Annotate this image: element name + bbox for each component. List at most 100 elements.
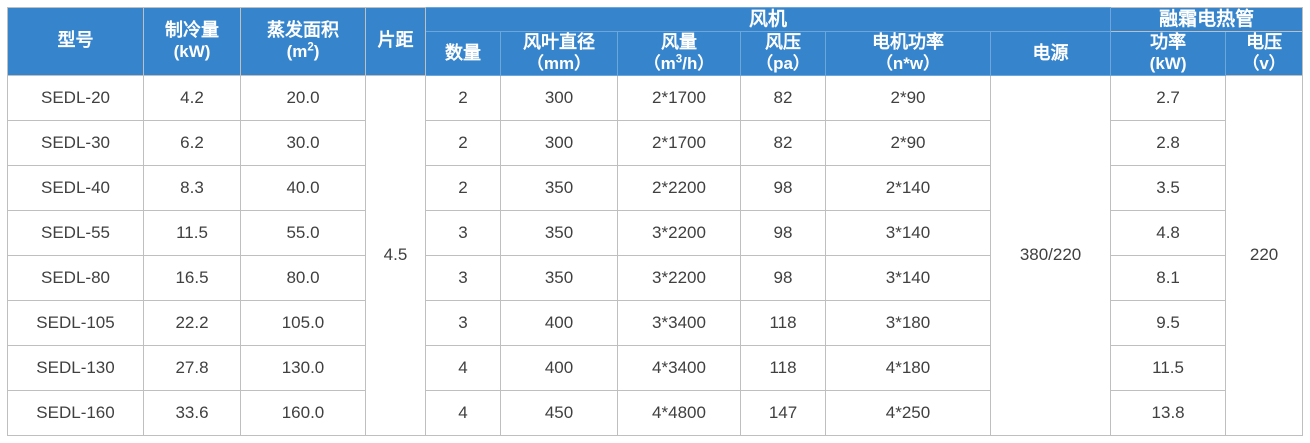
cell-fan-volume: 2*2200 xyxy=(617,164,741,211)
header-power-supply: 电源 xyxy=(989,31,1112,76)
cell-fan-qty: 2 xyxy=(425,164,501,211)
cell-capacity: 11.5 xyxy=(143,209,241,256)
header-fan-volume-label: 风量 xyxy=(661,32,697,53)
header-defrost-power-label: 功率 xyxy=(1150,32,1187,53)
cell-fan-volume: 4*3400 xyxy=(617,344,741,391)
cell-fan-diameter: 350 xyxy=(500,164,618,211)
cell-motor-power: 4*180 xyxy=(825,344,991,391)
cell-fan-volume: 2*1700 xyxy=(617,74,741,121)
header-motor-power: 电机功率 （n*w） xyxy=(825,31,991,76)
header-group-defrost-label: 融霜电热管 xyxy=(1159,9,1255,30)
header-area: 蒸发面积 (m2) xyxy=(240,7,366,76)
cell-defrost-power: 9.5 xyxy=(1110,299,1227,346)
specification-table: 型号 制冷量 (kW) 蒸发面积 (m2) 片距 风机 融霜电热管 数量 风叶直… xyxy=(7,6,1304,437)
cell-motor-power: 3*180 xyxy=(825,299,991,346)
cell-area: 130.0 xyxy=(240,344,366,391)
header-model-label: 型号 xyxy=(57,30,94,51)
cell-capacity: 8.3 xyxy=(143,164,241,211)
cell-defrost-power: 8.1 xyxy=(1110,254,1227,301)
cell-capacity: 22.2 xyxy=(143,299,241,346)
cell-motor-power: 3*140 xyxy=(825,254,991,301)
cell-defrost-power: 2.8 xyxy=(1110,119,1227,166)
table-row: SEDL-160 33.6 160.0 4 450 4*4800 147 4*250 13.8 xyxy=(7,389,1303,437)
header-fan-pressure-label: 风压 xyxy=(765,32,801,53)
cell-model: SEDL-105 xyxy=(7,299,144,346)
cell-defrost-power: 13.8 xyxy=(1110,389,1227,437)
header-capacity: 制冷量 (kW) xyxy=(143,7,241,76)
header-defrost-power: 功率 (kW) xyxy=(1110,31,1227,76)
cell-fan-volume: 3*2200 xyxy=(617,254,741,301)
table-row: SEDL-80 16.5 80.0 3 350 3*2200 98 3*140 8.1 xyxy=(7,254,1303,301)
header-fan-qty-label: 数量 xyxy=(445,42,481,63)
table-row: SEDL-30 6.2 30.0 2 300 2*1700 82 2*90 2.8 xyxy=(7,119,1303,166)
cell-fan-volume: 4*4800 xyxy=(617,389,741,437)
cell-fan-qty: 4 xyxy=(425,389,501,437)
cell-fin-pitch: 4.5 xyxy=(365,74,426,437)
cell-capacity: 4.2 xyxy=(143,74,241,121)
cell-fan-diameter: 350 xyxy=(500,254,618,301)
header-area-unit: (m2) xyxy=(286,41,320,62)
header-fan-diameter: 风叶直径 （mm） xyxy=(500,31,618,76)
cell-fan-diameter: 400 xyxy=(500,299,618,346)
table-row: SEDL-130 27.8 130.0 4 400 4*3400 118 4*180 11.5 xyxy=(7,344,1303,391)
cell-fan-volume: 2*1700 xyxy=(617,119,741,166)
header-group-defrost: 融霜电热管 xyxy=(1110,6,1304,33)
header-fan-pressure-unit: （pa） xyxy=(756,54,810,74)
cell-fan-pressure: 147 xyxy=(740,389,826,437)
header-defrost-power-unit: (kW) xyxy=(1149,54,1187,74)
cell-defrost-power: 4.8 xyxy=(1110,209,1227,256)
cell-fan-diameter: 350 xyxy=(500,209,618,256)
cell-model: SEDL-40 xyxy=(7,164,144,211)
cell-area: 40.0 xyxy=(240,164,366,211)
cell-fan-qty: 3 xyxy=(425,209,501,256)
cell-fan-diameter: 300 xyxy=(500,74,618,121)
header-fan-volume-unit: （m3/h） xyxy=(643,53,715,74)
cell-fan-pressure: 82 xyxy=(740,74,826,121)
cell-area: 20.0 xyxy=(240,74,366,121)
header-defrost-voltage: 电压 （v） xyxy=(1225,31,1304,76)
cell-motor-power: 4*250 xyxy=(825,389,991,437)
cell-model: SEDL-55 xyxy=(7,209,144,256)
cell-model: SEDL-80 xyxy=(7,254,144,301)
header-group-fan-label: 风机 xyxy=(749,9,788,30)
table-row: SEDL-20 4.2 20.0 4.5 2 300 2*1700 82 2*90 380/220… xyxy=(7,74,1304,437)
cell-defrost-power: 11.5 xyxy=(1110,344,1227,391)
cell-area: 105.0 xyxy=(240,299,366,346)
header-row-top: 型号 制冷量 (kW) 蒸发面积 (m2) 片距 风机 融霜电热管 xyxy=(7,6,1304,76)
cell-model: SEDL-30 xyxy=(7,119,144,166)
header-pitch-label: 片距 xyxy=(377,30,414,51)
cell-defrost-voltage: 220 xyxy=(1225,74,1304,437)
header-fan-volume: 风量 （m3/h） xyxy=(617,31,741,76)
cell-area: 160.0 xyxy=(240,389,366,437)
cell-fan-qty: 2 xyxy=(425,119,501,166)
header-model: 型号 xyxy=(7,7,144,76)
header-capacity-label: 制冷量 xyxy=(165,20,219,41)
table-row: SEDL-105 22.2 105.0 3 400 3*3400 118 3*180 9.5 xyxy=(7,299,1303,346)
cell-fan-diameter: 400 xyxy=(500,344,618,391)
cell-power-supply: 380/220 xyxy=(989,74,1112,437)
header-fan-pressure: 风压 （pa） xyxy=(740,31,826,76)
cell-model: SEDL-160 xyxy=(7,389,144,437)
cell-fan-qty: 3 xyxy=(425,299,501,346)
table-row: SEDL-55 11.5 55.0 3 350 3*2200 98 3*140 4.8 xyxy=(7,209,1303,256)
header-defrost-voltage-label: 电压 xyxy=(1246,32,1283,53)
cell-area: 30.0 xyxy=(240,119,366,166)
header-area-label: 蒸发面积 xyxy=(267,20,339,41)
cell-fan-qty: 4 xyxy=(425,344,501,391)
header-defrost-voltage-unit: （v） xyxy=(1242,54,1286,74)
cell-model: SEDL-20 xyxy=(7,74,144,121)
header-fan-diameter-unit: （mm） xyxy=(526,54,592,74)
cell-fan-diameter: 300 xyxy=(500,119,618,166)
cell-motor-power: 2*90 xyxy=(825,74,991,121)
cell-capacity: 6.2 xyxy=(143,119,241,166)
cell-model: SEDL-130 xyxy=(7,344,144,391)
cell-fan-pressure: 98 xyxy=(740,164,826,211)
cell-area: 80.0 xyxy=(240,254,366,301)
cell-fan-qty: 3 xyxy=(425,254,501,301)
header-fan-qty: 数量 xyxy=(425,31,501,76)
header-row-sub: 数量 风叶直径 （mm） 风量 （m3/h） 风压 （pa） 电机功率 （n*w… xyxy=(8,31,1304,76)
cell-capacity: 33.6 xyxy=(143,389,241,437)
header-pitch: 片距 xyxy=(365,7,426,76)
cell-motor-power: 2*90 xyxy=(825,119,991,166)
